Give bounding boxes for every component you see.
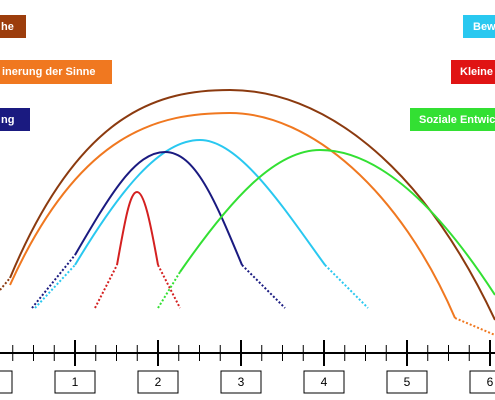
tick-box [54, 370, 96, 394]
tick-box [303, 370, 345, 394]
label-box [463, 15, 495, 38]
curve-dotted [94, 264, 118, 309]
label-box [0, 60, 112, 84]
tick-box [386, 370, 428, 394]
tick-box [220, 370, 262, 394]
label-box [0, 15, 26, 38]
curve-dotted [0, 277, 11, 291]
curve-dotted [241, 264, 286, 309]
label: Kleine [460, 66, 493, 78]
tick-label: 2 [155, 375, 162, 389]
curve-dotted [324, 264, 369, 309]
label-box [451, 60, 495, 84]
label: he [1, 21, 14, 33]
tick-box [469, 370, 495, 394]
curve-dotted [157, 264, 181, 309]
tick-label: 4 [321, 375, 328, 389]
curve-navy [74, 150, 243, 266]
tick-box [0, 370, 13, 394]
curve-brown [9, 88, 495, 321]
curve-orange [9, 111, 456, 319]
tick-box [137, 370, 179, 394]
curve-cyan [74, 138, 326, 266]
curves [0, 88, 495, 336]
tick-label: 3 [238, 375, 245, 389]
label: Soziale Entwick [419, 114, 495, 126]
label-box [410, 108, 495, 131]
label: ng [1, 114, 14, 126]
tick-label: 5 [404, 375, 411, 389]
curve-dotted [454, 317, 495, 336]
curve-dotted [31, 254, 76, 309]
curve-green [179, 148, 495, 296]
curve-dotted [157, 271, 181, 309]
tick-label: 1 [72, 375, 79, 389]
tick-label: 6 [487, 375, 494, 389]
label: inerung der Sinne [2, 66, 96, 78]
axis-ticks: 1 2 3 4 5 6 [0, 340, 495, 394]
label: Bew [473, 21, 495, 33]
label-box [0, 108, 30, 131]
curve-red [116, 190, 159, 266]
curve-dotted [34, 264, 76, 309]
